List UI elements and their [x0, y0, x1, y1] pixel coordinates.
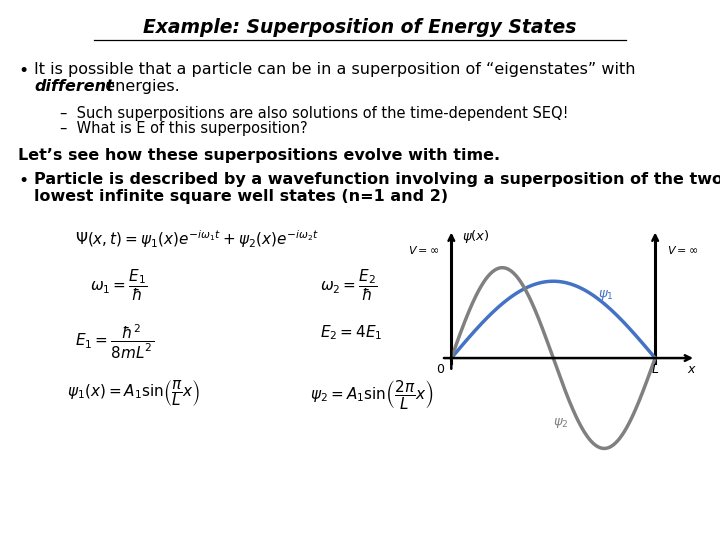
Text: $\psi_2 = A_1\sin\!\left(\dfrac{2\pi}{L}x\right)$: $\psi_2 = A_1\sin\!\left(\dfrac{2\pi}{L}…	[310, 378, 433, 411]
Text: –  What is E of this superposition?: – What is E of this superposition?	[60, 121, 307, 136]
Text: $\psi(x)$: $\psi(x)$	[462, 228, 490, 245]
Text: Particle is described by a wavefunction involving a superposition of the two: Particle is described by a wavefunction …	[34, 172, 720, 187]
Text: •: •	[18, 172, 28, 190]
Text: energies.: energies.	[95, 79, 180, 94]
Text: $0$: $0$	[436, 362, 445, 376]
Text: $\psi_1(x) = A_1\sin\!\left(\dfrac{\pi}{L}x\right)$: $\psi_1(x) = A_1\sin\!\left(\dfrac{\pi}{…	[67, 378, 200, 408]
Text: It is possible that a particle can be in a superposition of “eigenstates” with: It is possible that a particle can be in…	[34, 62, 636, 77]
Text: $V{=}\infty$: $V{=}\infty$	[408, 244, 439, 255]
Text: $V{=}\infty$: $V{=}\infty$	[667, 244, 698, 255]
Text: $\omega_2 = \dfrac{E_2}{\hbar}$: $\omega_2 = \dfrac{E_2}{\hbar}$	[320, 268, 377, 303]
Text: different: different	[34, 79, 114, 94]
Text: Example: Superposition of Energy States: Example: Superposition of Energy States	[143, 18, 577, 37]
Text: $L$: $L$	[651, 362, 660, 376]
Text: Let’s see how these superpositions evolve with time.: Let’s see how these superpositions evolv…	[18, 148, 500, 163]
Text: $x$: $x$	[687, 362, 697, 376]
Text: $\psi_1$: $\psi_1$	[598, 288, 614, 302]
Text: –  Such superpositions are also solutions of the time-dependent SEQ!: – Such superpositions are also solutions…	[60, 106, 569, 121]
Text: •: •	[18, 62, 28, 80]
Text: lowest infinite square well states (n=1 and 2): lowest infinite square well states (n=1 …	[34, 189, 448, 204]
Text: $E_2 = 4E_1$: $E_2 = 4E_1$	[320, 323, 382, 342]
Text: $E_1 = \dfrac{\hbar^2}{8mL^2}$: $E_1 = \dfrac{\hbar^2}{8mL^2}$	[75, 323, 154, 361]
Text: $\omega_1 = \dfrac{E_1}{\hbar}$: $\omega_1 = \dfrac{E_1}{\hbar}$	[90, 268, 148, 303]
Text: $\psi_2$: $\psi_2$	[553, 416, 569, 430]
Text: $\Psi(x,t) = \psi_1(x)e^{-i\omega_1 t} + \psi_2(x)e^{-i\omega_2 t}$: $\Psi(x,t) = \psi_1(x)e^{-i\omega_1 t} +…	[75, 228, 319, 249]
